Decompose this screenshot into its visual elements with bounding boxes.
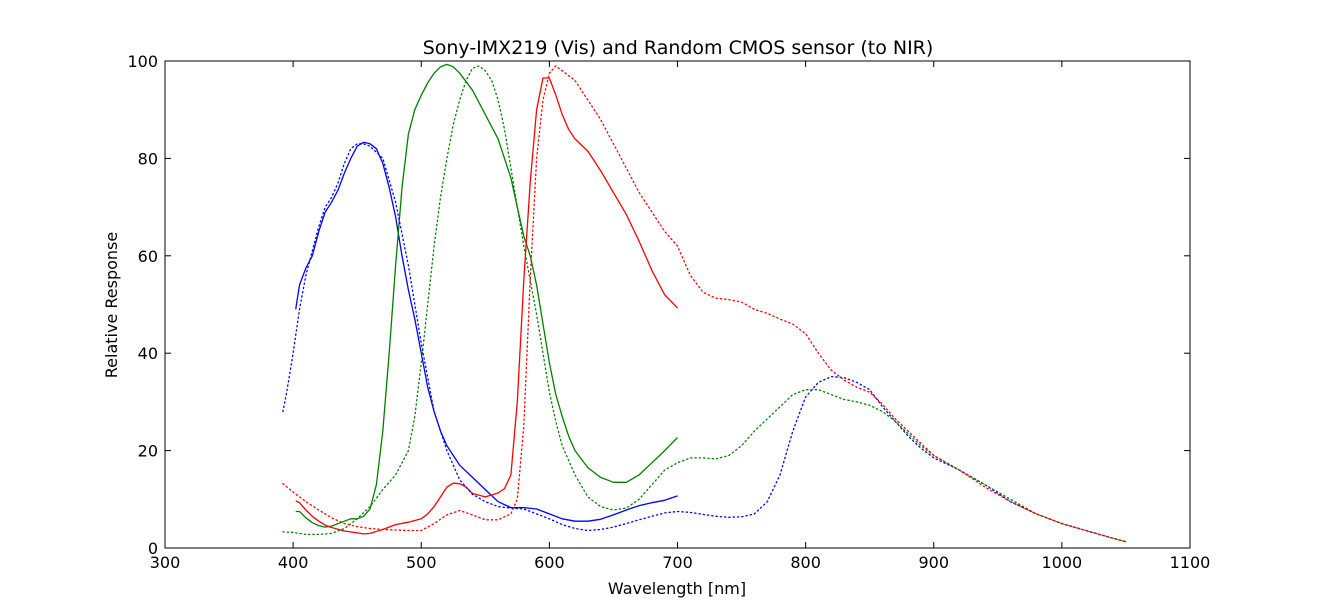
x-tick-label: 900	[918, 553, 949, 572]
series-line-2	[295, 63, 678, 528]
x-tick-label: 500	[406, 553, 437, 572]
x-tick-label: 300	[150, 553, 181, 572]
series-layer	[282, 63, 1127, 543]
series-line-6	[282, 65, 1127, 543]
x-axis-label: Wavelength [nm]	[608, 579, 746, 598]
x-tick-label: 400	[278, 553, 309, 572]
x-tick-label: 1000	[1042, 553, 1083, 572]
y-tick-label: 20	[138, 442, 158, 461]
y-tick-label: 100	[127, 52, 158, 71]
x-axis: 300 400 500 600 700 800 900 1000 1100	[150, 61, 1211, 572]
x-tick-label: 1100	[1170, 553, 1211, 572]
y-axis-label: Relative Response	[102, 232, 121, 378]
y-tick-label: 80	[138, 149, 158, 168]
x-tick-label: 700	[662, 553, 693, 572]
y-axis: 0 20 40 60 80 100	[127, 52, 1190, 558]
y-tick-label: 0	[148, 539, 158, 558]
x-tick-label: 600	[534, 553, 565, 572]
y-tick-label: 40	[138, 344, 158, 363]
series-line-4	[282, 143, 1127, 543]
series-line-5	[282, 65, 1127, 543]
chart-title: Sony-IMX219 (Vis) and Random CMOS sensor…	[423, 37, 934, 59]
y-tick-label: 60	[138, 247, 158, 266]
x-tick-label: 800	[790, 553, 821, 572]
plot-frame	[164, 60, 1191, 549]
series-line-1	[295, 141, 678, 522]
